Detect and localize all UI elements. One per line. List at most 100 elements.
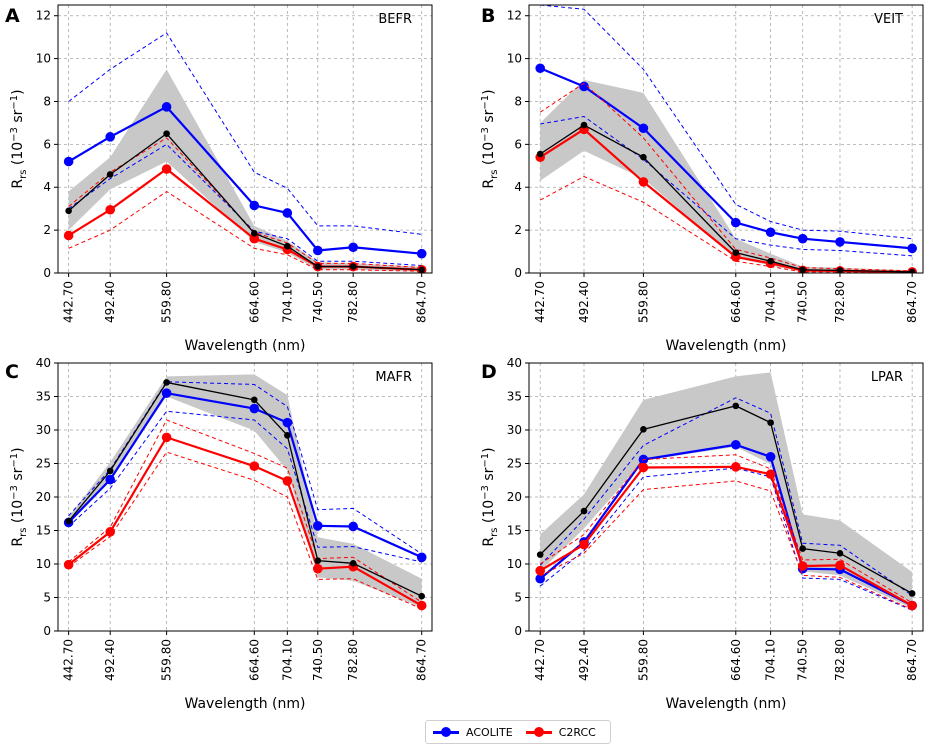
y-tick-label: 25 [507,457,522,471]
data-point-reference [163,130,170,137]
legend-acolite-marker [433,726,459,738]
data-point-acolite [730,217,741,228]
data-point-c2rcc [63,559,74,570]
data-point-c2rcc [105,204,116,215]
data-point-reference [580,121,588,129]
series-line-acolite-upper [68,32,422,235]
series-line-c2rcc-upper [539,82,913,272]
legend-c2rcc-label: C2RCC [558,725,596,739]
series-line-acolite-lower [540,115,913,257]
series-line-c2rcc-lower [68,451,422,610]
y-tick-label: 0 [514,624,522,638]
data-point-acolite [312,521,323,531]
y-tick-label: 35 [36,390,51,404]
data-point-acolite [312,245,323,256]
x-tick-label: 740.50 [311,639,325,681]
y-tick-label: 5 [514,591,522,605]
x-tick-label: 492.40 [577,639,591,681]
data-point-acolite [416,248,427,259]
panel-letter: C [5,361,19,383]
reference-band [68,69,422,272]
panel-letter: D [481,361,497,383]
data-point-acolite [797,233,808,244]
series-line-c2rcc-lower [539,176,913,273]
data-point-reference [106,171,114,178]
x-tick-label: 740.50 [311,281,325,323]
series-line-reference [539,124,913,273]
data-point-c2rcc [249,233,260,244]
data-point-acolite [348,242,358,253]
series-line-acolite [67,392,423,559]
data-point-reference [580,507,588,515]
x-tick-label: 442.70 [62,281,76,323]
data-point-reference [732,249,740,256]
y-tick-label: 6 [43,137,51,151]
x-tick-label: 492.40 [577,281,591,323]
series-line-acolite-lower [539,467,913,611]
data-point-acolite [835,237,845,247]
data-point-c2rcc [161,164,172,174]
data-point-acolite [535,63,545,74]
y-tick-label: 25 [36,457,51,471]
x-tick-label: 664.60 [247,639,261,681]
y-tick-label: 2 [43,223,51,237]
plot-area [535,5,917,273]
data-point-reference [767,419,774,426]
data-point-reference [908,590,916,597]
x-tick-label: 782.80 [346,281,360,323]
data-point-reference [349,560,357,567]
y-tick-label: 10 [507,52,522,66]
data-point-acolite [638,123,649,134]
x-tick-label: 704.10 [764,281,778,323]
data-point-reference [250,230,258,237]
series-line-reference [68,132,422,271]
data-point-acolite [161,102,172,112]
series-line-c2rcc-upper [539,454,913,604]
data-point-reference [418,266,426,273]
y-axis-title: Rrs (10−3 sr−1) [9,447,29,546]
x-tick-label: 559.80 [636,639,650,681]
data-point-c2rcc [249,461,260,471]
y-axis-title: Rrs (10−3 sr−1) [480,89,500,188]
reference-band [540,372,913,609]
data-point-acolite [63,156,74,167]
x-tick-label: 559.80 [636,281,650,323]
data-point-reference [163,379,170,386]
series-line-acolite [68,105,422,255]
site-label: VEIT [874,12,903,27]
data-point-reference [106,467,114,475]
data-point-c2rcc [907,600,917,611]
data-point-c2rcc [730,462,741,472]
series-line-c2rcc-upper [68,137,422,269]
data-point-c2rcc [63,230,74,241]
series-line-acolite-upper [539,397,913,596]
data-point-c2rcc [835,560,845,571]
data-point-reference [767,257,774,265]
site-label: MAFR [375,370,412,385]
x-tick-label: 782.80 [833,639,847,681]
y-axis-title: Rrs (10−3 sr−1) [9,89,29,188]
data-point-acolite [105,132,116,142]
y-tick-label: 10 [36,557,51,571]
data-point-reference [65,517,72,525]
x-tick-label: 559.80 [160,639,174,681]
data-point-reference [640,153,647,161]
x-axis-title: Wavelength (nm) [185,338,306,354]
y-tick-label: 15 [36,524,51,538]
x-tick-label: 492.40 [103,639,117,681]
data-point-c2rcc [312,563,323,574]
data-point-c2rcc [579,539,589,550]
data-point-c2rcc [161,432,172,443]
data-point-reference [640,426,647,433]
data-point-reference [418,592,426,600]
x-tick-label: 664.60 [247,281,261,323]
x-tick-label: 442.70 [62,639,76,681]
y-tick-label: 0 [514,266,522,280]
data-point-reference [799,545,806,552]
y-tick-label: 12 [507,9,522,23]
panel-d: 0 5 10 15 20 25 30 35 40 442.70 492.40 559.80 664.60… [480,356,924,712]
data-point-c2rcc [797,561,808,571]
x-tick-label: 704.10 [764,639,778,681]
x-tick-label: 740.50 [796,639,810,681]
y-tick-label: 0 [43,624,51,638]
